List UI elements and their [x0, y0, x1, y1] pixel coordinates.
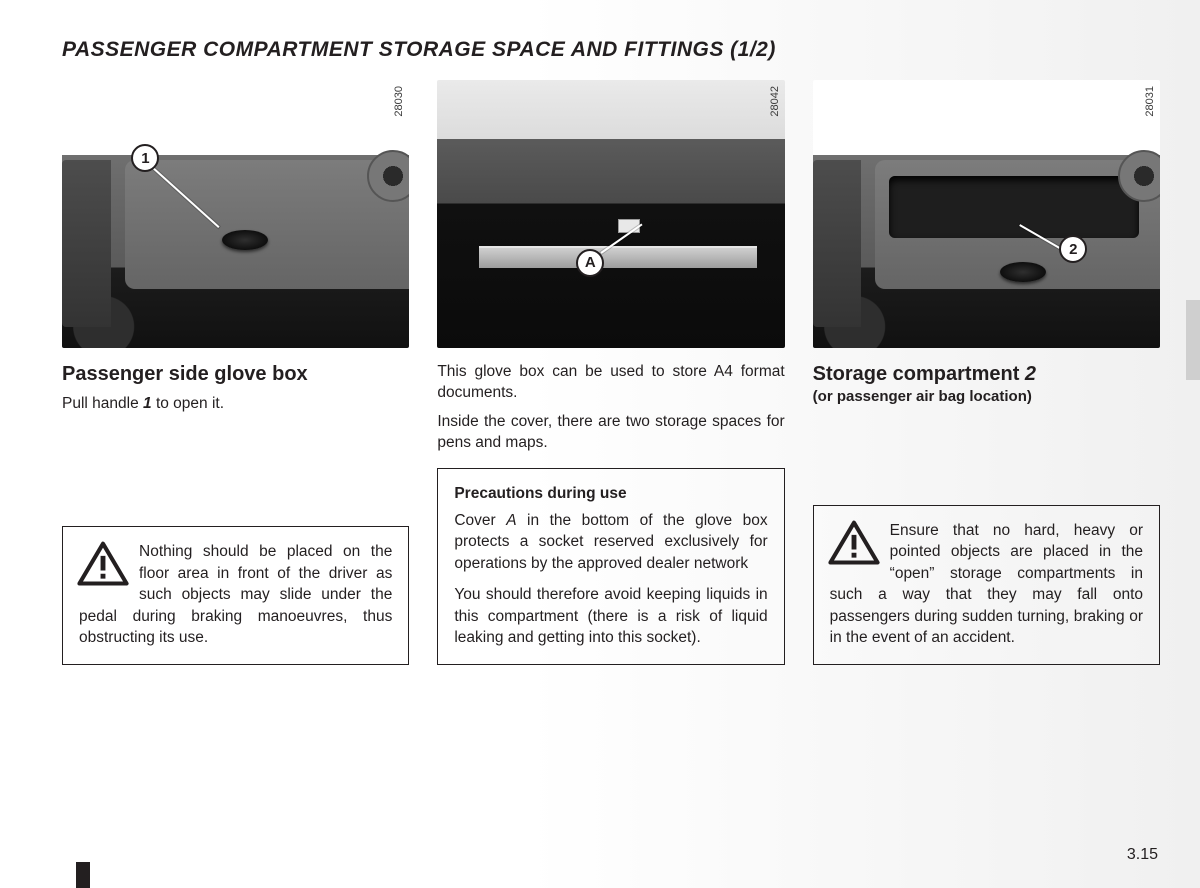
callout-a-label: A — [585, 254, 596, 271]
callout-2-label: 2 — [1069, 241, 1077, 258]
figure-storage-compartment: 2 28031 — [813, 80, 1160, 348]
figure-glove-box-closed: 1 28030 — [62, 80, 409, 348]
page-number: 3.15 — [1127, 846, 1158, 864]
warning-triangle-icon — [828, 520, 880, 566]
heading-storage-compartment: Storage compartment 2 — [813, 362, 1160, 386]
figure-code-right: 28031 — [1144, 86, 1156, 117]
manual-page: PASSENGER COMPARTMENT STORAGE SPACE AND … — [0, 0, 1200, 888]
figure-code-middle: 28042 — [769, 86, 781, 117]
column-middle: A 28042 This glove box can be used to st… — [437, 80, 784, 665]
warning-triangle-icon — [77, 541, 129, 587]
warning-box-floor: Nothing should be placed on the floor ar… — [62, 526, 409, 665]
page-title: PASSENGER COMPARTMENT STORAGE SPACE AND … — [62, 38, 1160, 62]
precautions-box: Precautions during use Cover A in the bo… — [437, 468, 784, 666]
footer-mark — [76, 862, 90, 888]
figure-code-left: 28030 — [393, 86, 405, 117]
warning-box-objects: Ensure that no hard, heavy or pointed ob… — [813, 505, 1160, 665]
subhead-airbag-location: (or passenger air bag location) — [813, 388, 1160, 405]
text-pens-maps: Inside the cover, there are two storage … — [437, 412, 784, 454]
column-right: 2 28031 Storage compartment 2 (or passen… — [813, 80, 1160, 665]
callout-a: A — [576, 249, 604, 277]
precautions-title: Precautions during use — [454, 483, 767, 504]
columns: 1 28030 Passenger side glove box Pull ha… — [62, 80, 1160, 665]
column-left: 1 28030 Passenger side glove box Pull ha… — [62, 80, 409, 665]
text-pull-handle: Pull handle 1 to open it. — [62, 394, 409, 415]
callout-1-label: 1 — [141, 150, 149, 167]
precautions-p2: You should therefore avoid keeping liqui… — [454, 584, 767, 648]
page-title-fraction: (1/2) — [730, 38, 776, 61]
section-tab — [1186, 300, 1200, 380]
heading-glove-box: Passenger side glove box — [62, 362, 409, 386]
figure-glove-box-open: A 28042 — [437, 80, 784, 348]
text-a4-documents: This glove box can be used to store A4 f… — [437, 362, 784, 404]
page-title-main: PASSENGER COMPARTMENT STORAGE SPACE AND … — [62, 38, 724, 61]
precautions-p1: Cover A in the bottom of the glove box p… — [454, 510, 767, 574]
